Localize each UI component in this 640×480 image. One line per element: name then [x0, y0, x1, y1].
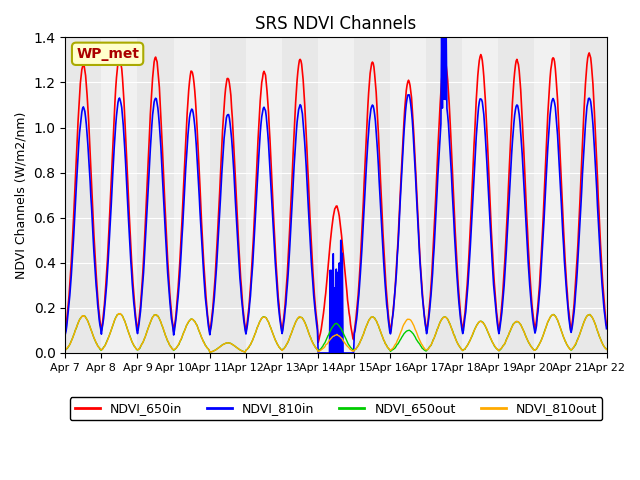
Bar: [390, 37, 426, 353]
NDVI_810out: [212, 347, 220, 353]
NDVI_810out: [603, 347, 611, 352]
Y-axis label: NDVI Channels (W/m2/nm): NDVI Channels (W/m2/nm): [15, 111, 28, 279]
Bar: [101, 37, 138, 353]
NDVI_650out: [71, 328, 79, 334]
NDVI_810in: [314, 350, 322, 356]
NDVI_650out: [116, 311, 124, 317]
NDVI_650in: [211, 286, 218, 291]
NDVI_810out: [127, 337, 135, 343]
NDVI_650out: [603, 347, 611, 352]
Legend: NDVI_650in, NDVI_810in, NDVI_650out, NDVI_810out: NDVI_650in, NDVI_810in, NDVI_650out, NDV…: [70, 397, 602, 420]
NDVI_650in: [603, 322, 611, 328]
Line: NDVI_810out: NDVI_810out: [65, 313, 607, 352]
Bar: [318, 37, 354, 353]
NDVI_810in: [403, 101, 410, 107]
NDVI_650out: [212, 347, 220, 353]
NDVI_650out: [403, 328, 411, 334]
NDVI_650in: [71, 184, 79, 190]
Bar: [246, 37, 282, 353]
NDVI_650out: [419, 346, 427, 351]
NDVI_810in: [71, 208, 79, 214]
NDVI_810in: [182, 166, 189, 171]
NDVI_810out: [403, 317, 411, 323]
NDVI_650in: [182, 139, 189, 145]
Bar: [462, 37, 499, 353]
Title: SRS NDVI Channels: SRS NDVI Channels: [255, 15, 417, 33]
Bar: [534, 37, 570, 353]
NDVI_810in: [418, 290, 426, 296]
NDVI_810out: [419, 343, 427, 349]
NDVI_650out: [182, 323, 190, 328]
NDVI_650out: [206, 349, 214, 355]
NDVI_810out: [61, 348, 69, 353]
Line: NDVI_650out: NDVI_650out: [65, 314, 607, 352]
NDVI_650in: [61, 328, 69, 334]
NDVI_810out: [206, 349, 214, 355]
NDVI_810out: [182, 323, 190, 328]
NDVI_650in: [314, 340, 322, 346]
NDVI_650in: [403, 88, 410, 94]
Text: WP_met: WP_met: [76, 47, 139, 61]
NDVI_650out: [127, 338, 135, 344]
Bar: [173, 37, 210, 353]
Line: NDVI_650in: NDVI_650in: [65, 53, 607, 343]
NDVI_810out: [116, 311, 124, 316]
NDVI_650in: [586, 50, 593, 56]
NDVI_650in: [127, 242, 134, 248]
NDVI_810in: [603, 326, 611, 332]
NDVI_810in: [127, 258, 134, 264]
NDVI_810in: [211, 295, 218, 300]
Line: NDVI_810in: NDVI_810in: [65, 0, 607, 353]
NDVI_650in: [418, 285, 426, 291]
NDVI_650out: [61, 347, 69, 353]
NDVI_810in: [61, 331, 69, 337]
NDVI_810out: [71, 328, 79, 334]
